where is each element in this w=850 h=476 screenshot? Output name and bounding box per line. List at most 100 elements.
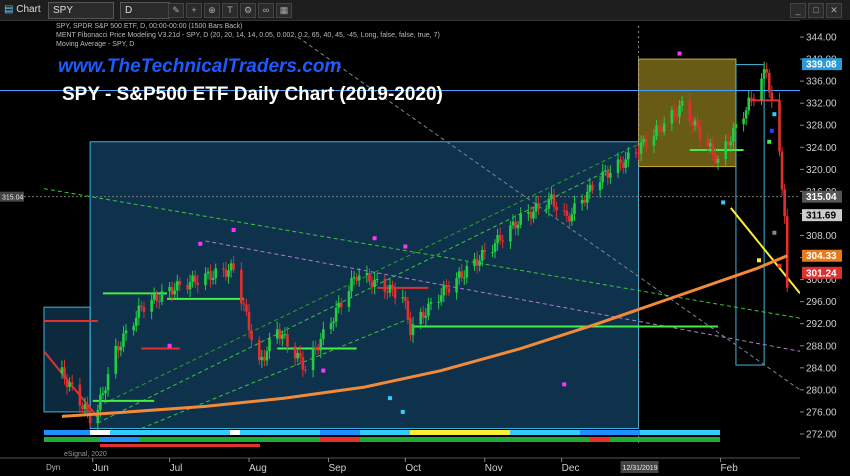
candle — [529, 212, 533, 219]
candle — [142, 306, 146, 312]
zoom-icon[interactable]: ⊕ — [204, 3, 220, 18]
candle — [132, 325, 135, 331]
candle — [316, 348, 320, 351]
candle — [698, 127, 702, 140]
draw-tool-icon[interactable]: ✎ — [168, 3, 184, 18]
candle — [621, 162, 625, 168]
signal-strip-top — [110, 430, 230, 435]
signal-strip-bottom — [320, 437, 360, 442]
left-price-tag — [0, 191, 24, 202]
candle — [785, 216, 789, 288]
candle — [409, 318, 412, 336]
candle — [657, 125, 661, 127]
price-tag-label: 301.24 — [806, 268, 837, 279]
candle — [550, 194, 553, 199]
y-tick-label: 332.00 — [806, 99, 837, 110]
candle — [96, 410, 100, 424]
signal-dot — [167, 343, 172, 348]
moving-average-line — [61, 254, 788, 418]
candle — [322, 329, 325, 339]
candle — [281, 334, 284, 339]
candle — [478, 260, 481, 266]
link-icon[interactable]: ∞ — [258, 3, 274, 18]
candle — [475, 259, 479, 266]
candle — [168, 286, 171, 292]
candle — [173, 290, 176, 295]
candle — [496, 235, 499, 244]
text-tool-icon[interactable]: T — [222, 3, 238, 18]
candle — [178, 281, 182, 285]
candle — [86, 404, 89, 412]
candle — [106, 373, 110, 391]
candle — [544, 208, 548, 210]
y-tick-label: 272.00 — [806, 429, 837, 440]
layout-icon[interactable]: ▦ — [276, 3, 292, 18]
signal-strip-top — [320, 430, 360, 435]
maximize-icon[interactable]: □ — [808, 3, 824, 18]
candle — [726, 141, 730, 146]
candle — [624, 159, 628, 168]
price-tag — [802, 58, 842, 71]
y-tick-label: 276.00 — [806, 407, 837, 418]
fib-box-blue — [89, 141, 640, 429]
y-tick-label: 300.00 — [806, 275, 837, 286]
candle — [332, 321, 335, 324]
channel-line — [97, 168, 611, 424]
y-tick-label: 280.00 — [806, 385, 837, 396]
settings-icon[interactable]: ⚙ — [240, 3, 256, 18]
x-tick-label: Dec — [562, 463, 580, 474]
candle — [619, 159, 622, 163]
candle — [101, 393, 105, 395]
candle — [65, 378, 69, 387]
x-tick-label: Feb — [721, 463, 739, 474]
close-icon[interactable]: ✕ — [826, 3, 842, 18]
candle — [783, 189, 786, 217]
candle — [150, 299, 153, 312]
candle — [670, 109, 674, 124]
signal-strip-bottom — [460, 437, 590, 442]
candle — [257, 340, 261, 361]
interval-select[interactable]: D — [120, 2, 170, 19]
candle — [637, 153, 640, 155]
price-tag — [802, 209, 842, 222]
candle — [460, 271, 464, 278]
candle — [406, 301, 410, 319]
signal-dot — [403, 244, 408, 249]
candle — [709, 143, 712, 147]
candle — [68, 382, 71, 387]
candle — [411, 324, 415, 336]
candle — [301, 357, 305, 370]
candle — [117, 345, 120, 351]
price-tag-label: 315.04 — [806, 192, 837, 203]
candle — [675, 114, 679, 117]
candle — [603, 170, 607, 172]
candle — [78, 384, 82, 406]
candle — [634, 152, 638, 154]
y-tick-label: 336.00 — [806, 77, 837, 88]
candle — [639, 142, 643, 154]
candle — [588, 184, 592, 192]
signal-dot — [231, 227, 236, 232]
candle — [88, 411, 92, 424]
signal-dot — [562, 382, 567, 387]
website-banner: www.TheTechnicalTraders.com — [58, 56, 342, 77]
x-tick-label: Nov — [485, 463, 503, 474]
candle — [227, 270, 230, 277]
minimize-icon[interactable]: _ — [790, 3, 806, 18]
candle — [357, 275, 361, 281]
candle — [383, 279, 387, 292]
signal-dot — [400, 409, 405, 414]
candle — [573, 203, 576, 215]
indicator-legend: SPY, SPDR S&P 500 ETF, D, 00:00-00:00 (1… — [56, 22, 440, 49]
candle — [678, 105, 681, 117]
price-axis — [800, 20, 850, 456]
candle — [568, 216, 571, 222]
candle — [99, 394, 102, 411]
crosshair-icon[interactable]: + — [186, 3, 202, 18]
candle — [388, 284, 392, 293]
symbol-input[interactable]: SPY — [48, 2, 114, 19]
signal-strip-bottom — [100, 437, 140, 442]
candle — [429, 302, 433, 304]
candle — [462, 277, 466, 279]
candle — [729, 141, 733, 146]
